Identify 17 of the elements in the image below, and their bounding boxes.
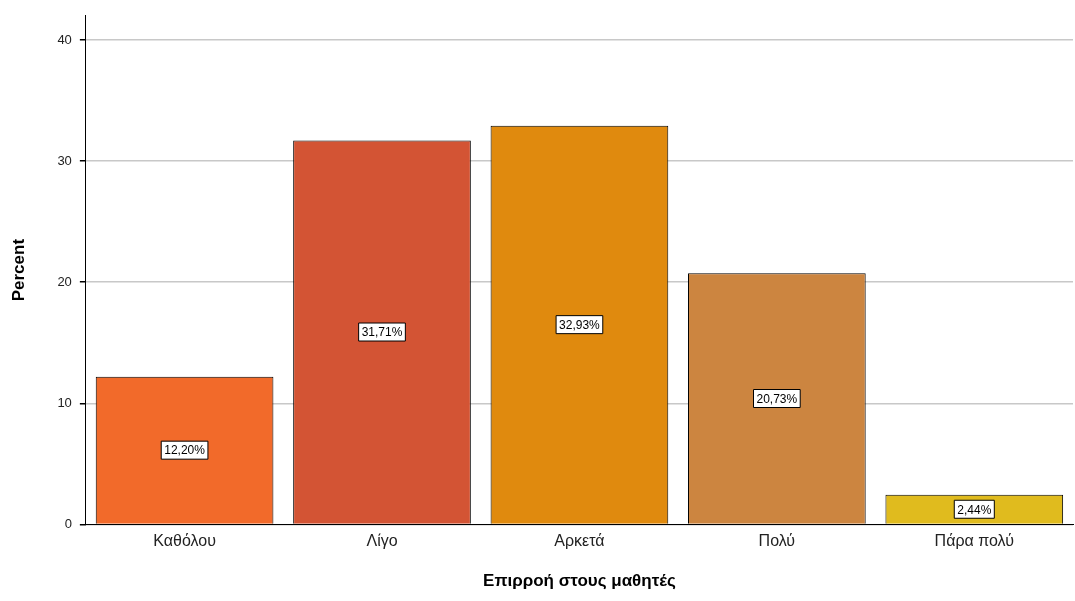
y-axis-title: Percent xyxy=(8,238,28,302)
y-tick-label: 10 xyxy=(57,394,72,410)
x-tick-label: Πολύ xyxy=(758,532,796,550)
x-tick-label: Καθόλου xyxy=(153,532,216,550)
data-label: 12,20% xyxy=(164,443,206,458)
x-tick-label: Λίγο xyxy=(366,532,398,550)
y-tick-label: 40 xyxy=(57,31,72,47)
data-label: 31,71% xyxy=(361,325,403,340)
y-tick-label: 20 xyxy=(57,273,72,289)
data-label: 20,73% xyxy=(756,391,798,406)
data-label: 32,93% xyxy=(559,317,601,332)
data-label: 2,44% xyxy=(957,502,992,517)
y-tick-label: 0 xyxy=(64,515,72,531)
x-tick-label: Αρκετά xyxy=(554,532,605,550)
x-axis-title: Επιρροή στους μαθητές xyxy=(483,571,676,591)
x-tick-label: Πάρα πολύ xyxy=(934,532,1014,550)
y-tick-label: 30 xyxy=(57,152,72,168)
